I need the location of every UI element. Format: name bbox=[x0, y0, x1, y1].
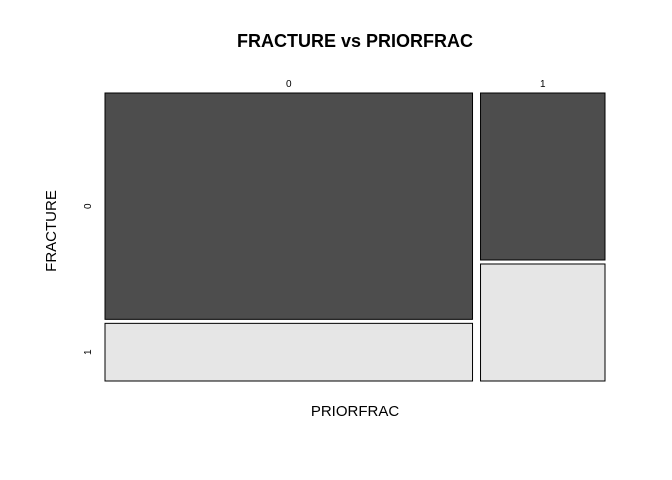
x-axis-label: PRIORFRAC bbox=[311, 403, 400, 420]
mosaic-cell-x0-y0 bbox=[104, 92, 474, 320]
mosaic-cell-x0-y1 bbox=[104, 322, 474, 382]
y-tick-label-0: 0 bbox=[83, 203, 94, 209]
plot-area: 0 1 0 1 bbox=[83, 79, 606, 382]
y-axis-label: FRACTURE bbox=[43, 190, 60, 272]
chart-title: FRACTURE vs PRIORFRAC bbox=[237, 31, 473, 51]
mosaic-cell-x1-y0 bbox=[480, 92, 606, 261]
mosaic-cell-x1-y1 bbox=[480, 263, 606, 382]
x-tick-label-1: 1 bbox=[540, 79, 546, 90]
y-tick-label-1: 1 bbox=[83, 349, 94, 355]
x-tick-label-0: 0 bbox=[286, 79, 292, 90]
